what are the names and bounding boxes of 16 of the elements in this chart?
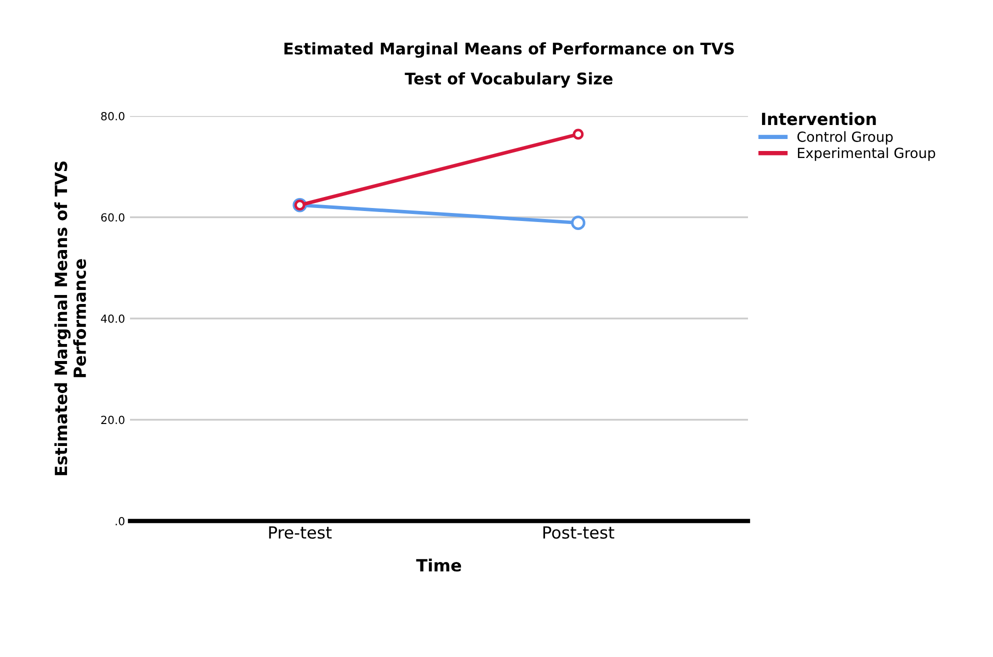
x-tick-label: Pre-test <box>269 526 332 539</box>
chart-subtitle: Test of Vocabulary Size <box>404 72 612 88</box>
y-tick-label: .0 <box>116 516 124 526</box>
x-tick-label: Post-test <box>543 526 614 539</box>
point <box>571 216 586 230</box>
legend-label: Experimental Group <box>798 147 936 161</box>
y-tick-label: 60.0 <box>101 213 124 222</box>
x-axis-title: Time <box>416 558 462 572</box>
chart-title: Estimated Marginal Means of Performance on TVS <box>284 42 734 58</box>
y-tick-label: 40.0 <box>100 314 124 323</box>
legend-label: Control Group <box>797 131 893 145</box>
legend-title: Intervention <box>762 112 876 126</box>
point <box>572 128 584 140</box>
y-axis-title: Estimated Marginal Means of TVS Performance <box>54 162 86 476</box>
y-tick-label: 20.0 <box>101 416 124 424</box>
y-tick-label: 80.0 <box>101 112 124 120</box>
